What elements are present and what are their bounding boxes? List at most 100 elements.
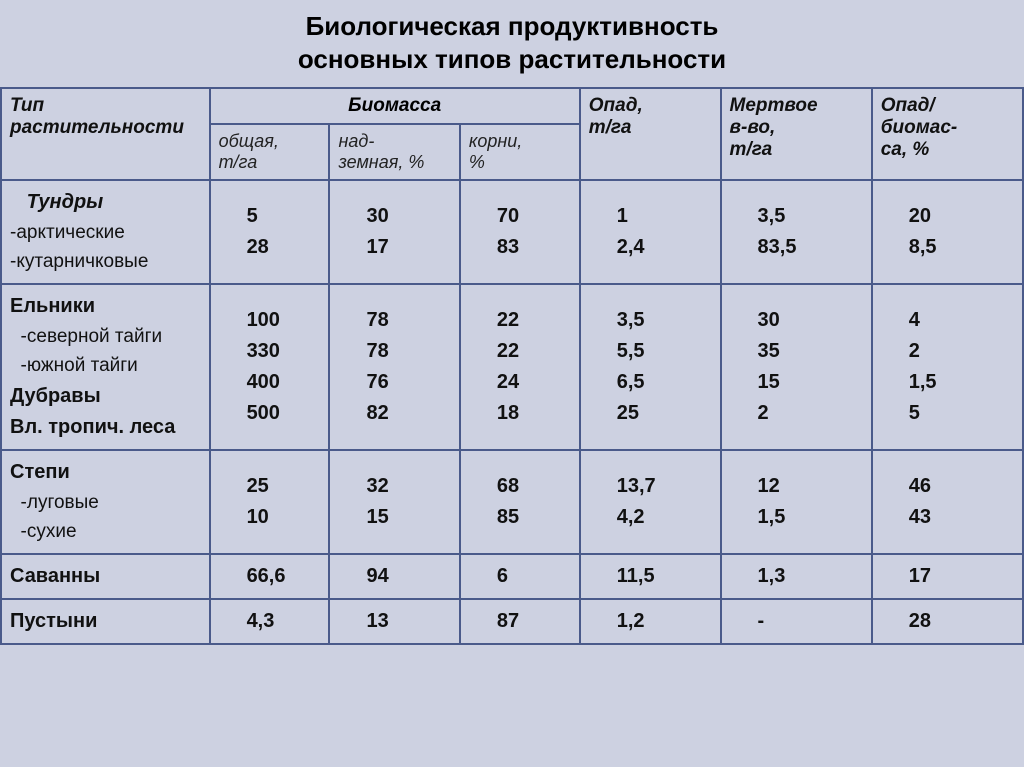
hdr-b-total-l1: общая, [219,131,279,151]
data-value: 22 [469,305,571,336]
data-cell: 78787682 [329,284,459,450]
data-value: 30 [338,201,450,232]
group-item: -луговые [10,488,201,517]
data-cell: 100330400500 [210,284,330,450]
data-value: 500 [219,398,321,429]
data-cell: 12,4 [580,180,721,284]
data-value: 5 [219,201,321,232]
data-value: 94 [338,561,450,592]
hdr-b-total-l2: т/га [219,152,258,172]
data-value: 1,2 [589,606,712,637]
data-cell: 421,55 [872,284,1023,450]
data-cell: 87 [460,599,580,644]
vegetation-type-cell: Пустыни [1,599,210,644]
data-value: 8,5 [881,232,1014,263]
data-value: 6,5 [589,367,712,398]
data-value: 85 [469,502,571,533]
title-line2: основных типов растительности [298,44,726,74]
table-row: Тундры-арктические-кутарничковые528 3017 7… [1,180,1023,284]
data-value: 15 [338,502,450,533]
data-value: 5,5 [589,336,712,367]
title-line1: Биологическая продуктивность [306,11,719,41]
hdr-opad-l2: т/га [589,117,632,138]
data-value: 15 [730,367,863,398]
data-value: 2 [881,336,1014,367]
hdr-dead-l2: в-во, [730,117,776,138]
group-title: Пустыни [10,606,201,637]
hdr-opad: Опад, т/га [580,88,721,180]
data-value: 4 [881,305,1014,336]
data-value: 25 [219,471,321,502]
hdr-b-above-l1: над- [338,131,374,151]
hdr-opad-l1: Опад, [589,95,643,116]
data-value: 78 [338,336,450,367]
data-cell: 6 [460,554,580,599]
data-value: 28 [881,606,1014,637]
vegetation-type-cell: Степи -луговые -сухие [1,450,210,554]
group-item: -кутарничковые [10,247,201,276]
vegetation-type-cell: Ельники -северной тайги -южной тайгиДубр… [1,284,210,450]
vegetation-type-cell: Тундры-арктические-кутарничковые [1,180,210,284]
data-cell: 7083 [460,180,580,284]
data-value: 68 [469,471,571,502]
hdr-type: Тип растительности [1,88,210,180]
hdr-biomass: Биомасса [210,88,580,124]
data-cell: 2510 [210,450,330,554]
data-value: 83,5 [730,232,863,263]
data-value: 13,7 [589,471,712,502]
data-cell: 1,2 [580,599,721,644]
data-value: 17 [881,561,1014,592]
data-value: 11,5 [589,561,712,592]
hdr-dead-l3: т/га [730,139,773,160]
data-cell: 3,583,5 [721,180,872,284]
data-value: 20 [881,201,1014,232]
vegetation-type-cell: Саванны [1,554,210,599]
data-cell: 13 [329,599,459,644]
data-cell: 3215 [329,450,459,554]
group-item: -южной тайги [10,351,201,380]
data-value: 1,5 [730,502,863,533]
data-cell: 4643 [872,450,1023,554]
hdr-ratio-l1: Опад/ [881,95,935,116]
data-cell: 1,3 [721,554,872,599]
hdr-b-above: над- земная, % [329,124,459,180]
data-value: 1,3 [730,561,863,592]
data-value: 4,3 [219,606,321,637]
data-value: 330 [219,336,321,367]
group-item: -сухие [10,517,201,546]
data-value: 43 [881,502,1014,533]
hdr-type-l2: растительности [10,117,184,138]
data-value: 25 [589,398,712,429]
data-value: 24 [469,367,571,398]
data-value: 6 [469,561,571,592]
data-cell: 528 [210,180,330,284]
hdr-dead-l1: Мертвое [730,95,818,116]
data-value: 22 [469,336,571,367]
data-value: 3,5 [730,201,863,232]
hdr-ratio: Опад/ биомас- са, % [872,88,1023,180]
data-cell: 4,3 [210,599,330,644]
data-value: 1 [589,201,712,232]
hdr-b-above-l2: земная, % [338,152,424,172]
data-value: 70 [469,201,571,232]
data-value: 12 [730,471,863,502]
table-row: Ельники -северной тайги -южной тайгиДубр… [1,284,1023,450]
data-value: 17 [338,232,450,263]
data-value: 3,5 [589,305,712,336]
table-row: Саванны 66,6 94 6 11,5 1,3 17 [1,554,1023,599]
table-row: Пустыни 4,3 13 87 1,2-28 [1,599,1023,644]
data-value: 82 [338,398,450,429]
hdr-b-total: общая, т/га [210,124,330,180]
data-cell: 22222418 [460,284,580,450]
data-cell: 6885 [460,450,580,554]
data-value: 66,6 [219,561,321,592]
data-value: 35 [730,336,863,367]
data-cell: 66,6 [210,554,330,599]
data-value: 18 [469,398,571,429]
data-cell: 3,55,56,525 [580,284,721,450]
data-value: 83 [469,232,571,263]
data-value: 13 [338,606,450,637]
group-title: Дубравы [10,381,201,412]
data-value: - [730,606,863,637]
data-value: 76 [338,367,450,398]
